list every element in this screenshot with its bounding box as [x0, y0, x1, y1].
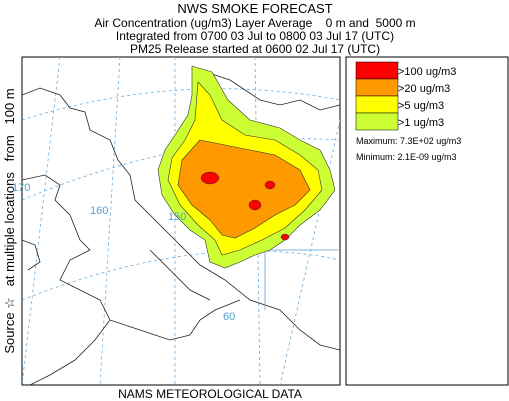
subtitle: Integrated from 0700 03 Jul to 0800 03 J… — [116, 29, 394, 43]
legend: Maximum: 7.3E+02 ug/m3 Minimum: 2.1E-09 … — [345, 56, 509, 386]
legend-label: >100 ug/m3 — [398, 66, 456, 78]
minimum: Minimum: 2.1E-09 ug/m3 — [356, 152, 457, 162]
coastline — [22, 69, 340, 385]
maximum: Maximum: 7.3E+02 ug/m3 — [356, 136, 461, 146]
smoke-4 — [200, 171, 290, 241]
subtitle: Air Concentration (ug/m3) Layer Average … — [94, 16, 415, 30]
subtitle: PM25 Release started at 0600 02 Jul 17 (… — [130, 42, 380, 56]
legend-label: >5 ug/m3 — [398, 100, 444, 112]
smoke-3 — [177, 139, 311, 239]
legend-swatch — [355, 61, 399, 80]
map: 170 160 150 60 — [12, 56, 341, 386]
map-label: 170 — [12, 182, 30, 194]
legend-label: >1 ug/m3 — [398, 117, 444, 129]
map-label: 150 — [168, 211, 186, 223]
legend-label: >20 ug/m3 — [398, 83, 450, 95]
footer: NAMS METEOROLOGICAL DATA — [118, 387, 302, 401]
title: NWS SMOKE FORECAST — [177, 1, 332, 16]
legend-swatch — [355, 95, 399, 114]
legend-swatch — [355, 112, 399, 131]
side-label: Source ☆ at multiple locations from 100 … — [2, 88, 17, 353]
map-label: 60 — [223, 311, 235, 323]
map-label: 160 — [90, 205, 108, 217]
border — [264, 249, 340, 310]
legend-swatch — [355, 78, 399, 97]
